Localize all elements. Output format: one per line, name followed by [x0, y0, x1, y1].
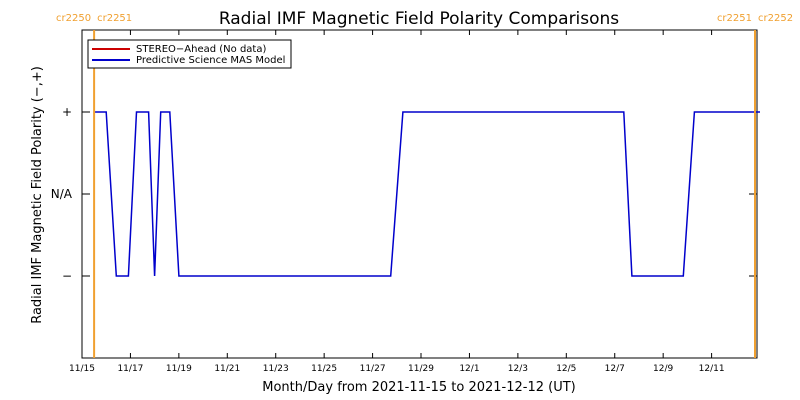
x-axis-label: Month/Day from 2021-11-15 to 2021-12-12 … [262, 380, 575, 395]
x-tick-label: 12/3 [508, 364, 528, 374]
series-line-mas-model [94, 111, 760, 277]
legend-label-stereo: STEREO−Ahead (No data) [136, 44, 266, 55]
carrington-label-left: cr2250 [56, 13, 91, 24]
carrington-label-right: cr2252 [758, 13, 793, 24]
y-axis-label: Radial IMF Magnetic Field Polarity (−,+) [30, 66, 45, 324]
series-layer [94, 111, 760, 277]
x-tick-label: 11/23 [263, 364, 289, 374]
x-tick-label: 11/25 [311, 364, 337, 374]
x-tick-label: 11/15 [69, 364, 95, 374]
carrington-label-left: cr2251 [717, 13, 752, 24]
carrington-label-right: cr2251 [97, 13, 132, 24]
x-tick-label: 12/9 [653, 364, 673, 374]
legend-box [87, 39, 292, 69]
legend-label-mas-model: Predictive Science MAS Model [136, 55, 285, 66]
x-tick-label: 11/29 [408, 364, 434, 374]
plot-frame [81, 29, 758, 359]
legend: STEREO−Ahead (No data) Predictive Scienc… [87, 39, 292, 69]
x-tick-label: 12/7 [605, 364, 625, 374]
x-tick-label: 12/11 [699, 364, 725, 374]
y-tick-label: N/A [51, 187, 73, 201]
axis-ticks: 11/15 11/17 11/19 11/21 11/23 11/25 11/27 11/29… [51, 30, 757, 374]
carrington-markers: cr2250 cr2251 cr2251 cr2252 [56, 13, 793, 358]
y-tick-label: + [62, 105, 72, 119]
x-tick-label: 12/5 [556, 364, 576, 374]
x-tick-label: 11/21 [214, 364, 240, 374]
x-tick-label: 11/27 [360, 364, 386, 374]
x-tick-label: 11/19 [166, 364, 192, 374]
chart-title: Radial IMF Magnetic Field Polarity Compa… [219, 9, 619, 29]
x-tick-label: 11/17 [117, 364, 143, 374]
x-tick-label: 12/1 [459, 364, 479, 374]
y-tick-label: − [62, 269, 72, 283]
